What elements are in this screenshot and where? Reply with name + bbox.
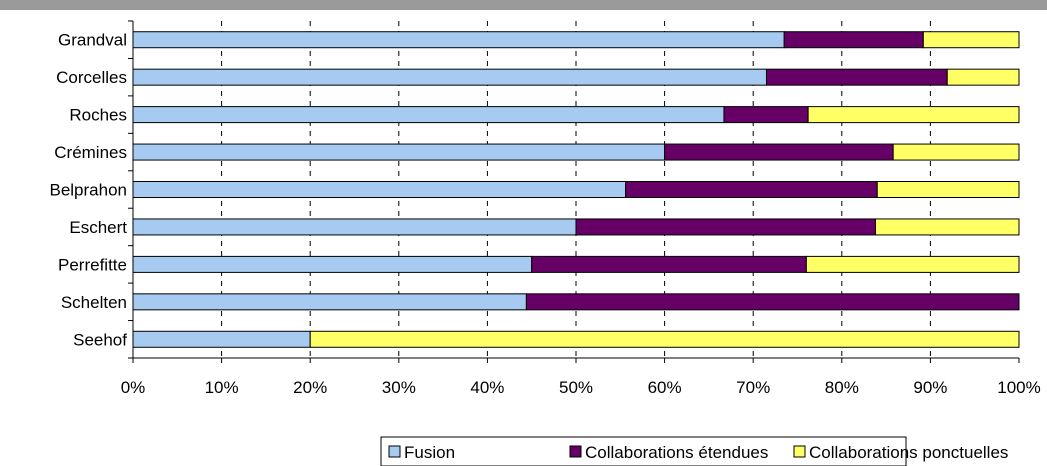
bar-segment: [132, 218, 577, 236]
legend-label: Collaborations ponctuelles: [809, 443, 1008, 462]
bar-segment: [922, 31, 1020, 49]
x-tick-label: 0%: [121, 378, 146, 397]
category-label: Seehof: [73, 330, 127, 349]
bar-segment: [874, 218, 1020, 236]
legend-swatch: [569, 445, 582, 458]
legend-swatch: [388, 445, 401, 458]
x-tick-label: 80%: [825, 378, 859, 397]
bar-segment: [625, 181, 878, 198]
bar-segment: [309, 330, 1020, 348]
axes: [128, 20, 1020, 363]
bar-segment: [664, 143, 894, 161]
legend-box: [380, 436, 907, 466]
category-label: Belprahon: [49, 181, 127, 200]
bar-segment: [531, 255, 807, 273]
legend-label: Fusion: [404, 443, 455, 462]
bar-segment: [892, 143, 1020, 161]
x-tick-label: 20%: [293, 378, 327, 397]
x-tick-label: 90%: [913, 378, 947, 397]
category-label: Perrefitte: [58, 255, 127, 274]
x-tick-label: 70%: [736, 378, 770, 397]
category-label: Roches: [69, 106, 127, 125]
x-tick-label: 50%: [559, 378, 593, 397]
bar-segment: [805, 255, 1020, 273]
category-label: Schelten: [61, 293, 127, 312]
legend: Fusion Collaborations étendues Collaborati…: [380, 436, 1008, 466]
bar-segment: [132, 143, 666, 161]
bar-segment: [132, 68, 767, 86]
bar-segment: [132, 181, 627, 198]
bar-segment: [132, 106, 725, 124]
bar-segment: [876, 181, 1020, 198]
bar-segment: [525, 293, 1020, 311]
bar-segment: [783, 31, 924, 49]
bar-segment: [132, 255, 533, 273]
x-tick-label: 10%: [205, 378, 239, 397]
bars: [132, 31, 1020, 348]
bar-segment: [807, 106, 1020, 124]
category-labels: Grandval Corcelles Roches Crémines Belprahon…: [49, 31, 127, 350]
category-label: Grandval: [58, 31, 127, 50]
x-tick-label: 100%: [997, 378, 1040, 397]
top-divider-bar: [0, 0, 1047, 10]
bar-segment: [946, 68, 1020, 86]
x-tick-label: 40%: [470, 378, 504, 397]
bar-segment: [132, 293, 527, 311]
bar-segment: [132, 330, 311, 348]
bar-segment: [723, 106, 809, 124]
bar-segment: [575, 218, 876, 236]
x-tick-label: 30%: [382, 378, 416, 397]
category-label: Eschert: [69, 218, 127, 237]
category-label: Corcelles: [56, 68, 127, 87]
bar-segment: [765, 68, 948, 86]
x-tick-label: 60%: [648, 378, 682, 397]
x-tick-labels: 0% 10% 20% 30% 40% 50% 60% 70% 80% 90% 100%: [121, 378, 1041, 397]
category-label: Crémines: [54, 143, 127, 162]
legend-label: Collaborations étendues: [585, 443, 768, 462]
legend-swatch: [793, 445, 806, 458]
bar-segment: [132, 31, 785, 49]
